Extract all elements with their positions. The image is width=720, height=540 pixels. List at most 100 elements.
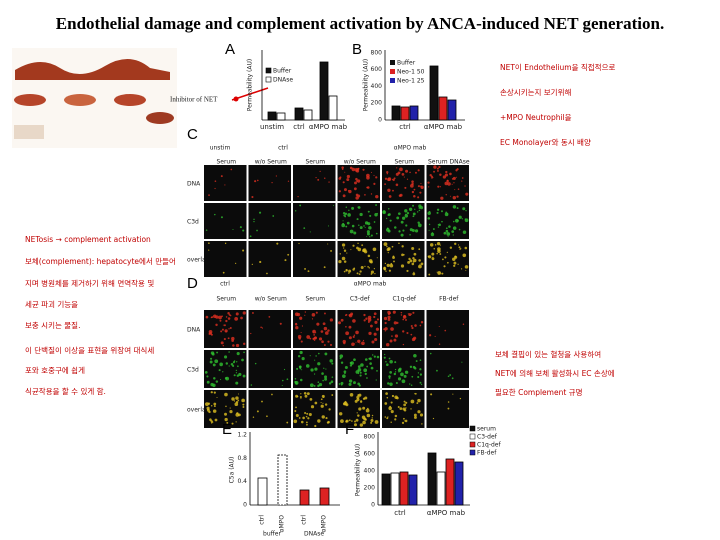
speck [417,169,420,172]
speck [242,403,245,406]
speck [346,221,350,225]
speck [355,169,360,173]
speck [364,265,366,268]
group-label: buffer [263,531,281,538]
speck [251,195,254,199]
speck [228,365,230,367]
speck [352,335,355,339]
tick-label: 400 [371,83,383,90]
axis-label: C5a (AU) [229,457,236,484]
speck [342,220,344,222]
header-label: ctrl [278,145,288,152]
speck [371,340,375,344]
speck [344,215,347,218]
speck [256,410,259,413]
speck [389,339,393,343]
note: 보체 결핍이 있는 혈청을 사용하여 [495,349,601,359]
note: 보충 시키는 물질. [25,321,80,330]
speck [402,318,405,321]
speck [363,313,366,317]
speck [293,419,298,424]
speck [439,173,442,176]
tick-label: 200 [371,100,383,107]
speck [370,366,374,370]
speck [214,359,219,364]
speck [359,400,363,403]
speck [419,191,422,194]
speck [305,364,310,368]
speck [232,364,235,367]
speck [325,417,328,420]
speck [383,356,386,359]
speck [223,324,226,327]
speck [369,236,371,238]
speck [389,359,393,364]
speck [359,374,362,377]
speck [441,210,443,213]
speck [410,324,413,328]
speck [349,361,353,365]
speck [268,316,271,318]
speck [386,417,389,420]
speck [434,244,437,246]
bar [381,473,391,506]
speck [461,180,463,182]
speck [446,213,448,215]
speck [340,361,344,364]
speck [298,365,302,369]
speck [413,336,417,340]
speck [420,185,422,188]
panel-label: A [225,41,235,58]
speck [212,363,216,367]
speck [341,166,344,169]
speck [431,252,435,256]
speck [413,353,417,358]
speck [342,181,345,184]
speck [295,414,299,417]
speck [371,417,373,419]
speck [226,421,229,424]
speck [388,208,390,210]
legend-swatch [265,76,272,83]
speck [448,225,451,228]
bar [408,474,418,506]
bar [328,95,338,121]
speck [323,326,328,331]
speck [309,383,314,388]
speck [299,367,302,370]
note: NETosis → complement activation [25,235,151,244]
tick-label: 1.2 [237,432,247,439]
speck [344,171,346,173]
speck [357,394,360,397]
speck [341,223,346,228]
speck [331,376,334,378]
speck [464,265,469,269]
speck [221,328,224,331]
speck [308,413,312,417]
speck [456,207,459,210]
speck [464,246,468,250]
speck [231,336,235,341]
speck [359,371,362,374]
speck [338,412,343,416]
speck [229,407,231,409]
speck [355,418,359,422]
speck [311,313,316,317]
tissue [114,94,146,106]
speck [356,395,360,399]
speck [407,260,411,264]
speck [404,419,408,423]
legend-entry: C3-def [477,434,498,441]
speck [324,177,326,179]
speck [215,323,218,327]
speck [355,341,357,343]
speck [439,186,442,188]
panel-f-plot [377,432,470,506]
speck [402,229,405,232]
speck [350,312,354,316]
speck [298,242,300,245]
speck [317,419,321,423]
speck [312,337,315,340]
tick-label: 0.4 [237,478,247,485]
speck [375,379,377,381]
